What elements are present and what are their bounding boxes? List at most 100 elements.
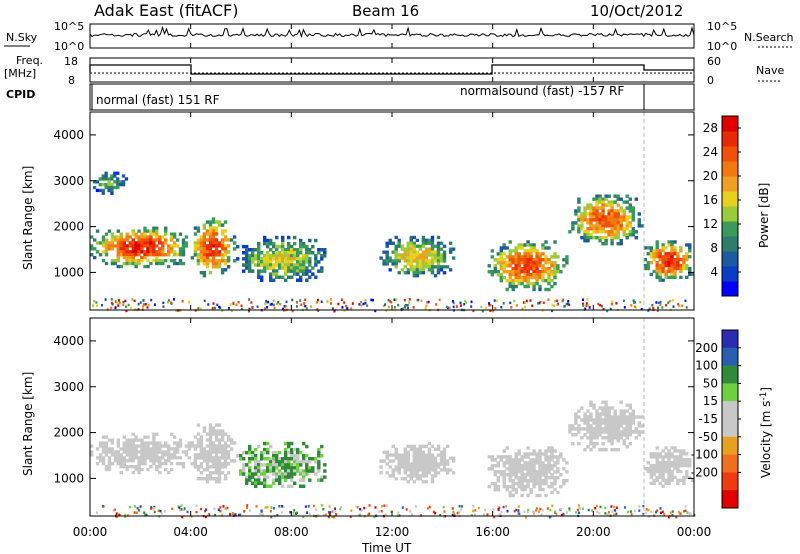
echo-cell [245,266,249,270]
echo-cell [655,240,659,244]
noise-cell [264,302,267,305]
echo-cell [544,449,548,453]
noise-cell [112,509,115,512]
echo-cell [101,447,106,451]
echo-cell [140,256,144,260]
echo-cell [517,281,521,286]
echo-cell [131,238,135,242]
echo-cell [110,185,114,190]
echo-cell [631,418,635,422]
echo-cell [439,256,444,260]
echo-cell [421,262,426,266]
noise-cell [604,512,607,515]
echo-cell [385,256,389,260]
echo-cell [619,239,623,243]
echo-cell [667,478,671,482]
echo-cell [257,272,261,276]
noise-cell [393,298,396,301]
echo-cell [113,259,118,263]
echo-cell [574,433,578,437]
echo-cell [649,469,653,474]
echo-cell [493,264,497,268]
echo-cell [619,221,623,225]
echo-cell [143,462,147,466]
echo-cell [610,233,614,237]
echo-cell [421,468,426,472]
noise-cell [486,513,489,516]
echo-cell [275,466,279,470]
echo-cell [577,427,581,431]
echo-cell [137,456,141,460]
echo-cell [415,244,420,248]
echo-cell [397,259,401,263]
noise-cell [267,300,270,304]
echo-cell [514,461,518,465]
echo-cell [202,271,207,275]
echo-cell [128,241,132,245]
echo-cell [101,456,106,460]
echo-cell [260,481,264,485]
echo-cell [499,273,503,277]
echo-cell [190,256,195,260]
echo-cell [263,238,267,243]
echo-cell [586,218,590,222]
echo-cell [220,238,225,242]
echo-cell [685,472,689,477]
echo-cell [415,471,420,475]
echo-cell [128,235,132,239]
echo-cell [412,256,416,260]
noise-cell [181,299,184,303]
noise-cell [481,309,484,313]
noise-cell [264,506,267,509]
noise-cell [113,508,116,512]
echo-cell [544,476,548,480]
echo-cell [394,253,398,257]
noise-cell [334,507,337,510]
noise-cell [650,510,653,513]
echo-cell [143,456,147,460]
power-colorbar-swatch [722,221,738,237]
echo-cell [137,459,141,463]
noise-cell [124,299,127,303]
echo-cell [193,453,198,457]
echo-cell [514,278,518,283]
echo-cell [95,180,100,184]
echo-cell [152,259,156,263]
echo-cell [110,238,115,242]
echo-cell [418,259,423,263]
echo-cell [403,447,407,451]
noise-cell [578,504,580,507]
echo-cell [514,467,518,471]
echo-cell [598,224,602,228]
noise-cell [206,514,209,517]
echo-cell [604,406,608,410]
echo-cell [110,247,115,251]
echo-cell [323,254,327,258]
echo-cell [613,427,617,431]
echo-cell [217,253,222,257]
echo-cell [691,478,695,482]
echo-cell [673,475,677,480]
velocity-colorbar-label: -200 [691,465,718,479]
echo-cell [394,447,398,451]
echo-cell [541,479,545,483]
noise-cell [272,507,275,510]
echo-cell [140,238,144,242]
echo-cell [502,473,506,477]
echo-cell [625,430,629,434]
echo-cell [281,475,285,479]
echo-cell [646,467,650,471]
echo-cell [685,255,689,259]
echo-cell [193,253,198,257]
echo-cell [535,267,539,271]
echo-cell [625,200,629,204]
echo-cell [314,263,318,267]
echo-cell [601,448,605,452]
noise-cell [303,304,306,308]
echo-cell [616,242,620,246]
noise-cell [493,299,496,302]
echo-cell [535,479,539,483]
noise-cell [183,507,186,510]
echo-cell [547,464,551,468]
noise-cell [597,302,600,306]
